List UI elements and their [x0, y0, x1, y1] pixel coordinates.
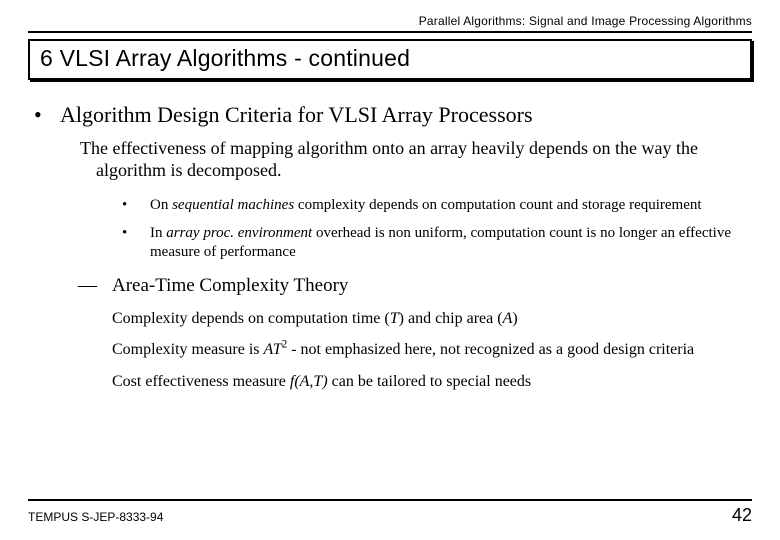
subsection-heading: — Area-Time Complexity Theory	[78, 275, 746, 297]
footer-left: TEMPUS S-JEP-8333-94	[28, 510, 163, 524]
body-paragraph: Cost effectiveness measure f(A,T) can be…	[112, 372, 746, 392]
slide-title: 6 VLSI Array Algorithms - continued	[28, 39, 752, 80]
sub-bullet-list: • On sequential machines complexity depe…	[122, 196, 746, 261]
heading-level-1: • Algorithm Design Criteria for VLSI Arr…	[34, 102, 746, 128]
sub-bullet-text: On sequential machines complexity depend…	[150, 196, 702, 214]
body-paragraph: Complexity measure is AT2 - not emphasiz…	[112, 340, 746, 360]
bullet-icon: •	[122, 224, 150, 261]
bullet-icon: •	[122, 196, 150, 214]
bullet-icon: •	[34, 102, 60, 128]
content-area: • Algorithm Design Criteria for VLSI Arr…	[28, 102, 752, 391]
dash-icon: —	[78, 275, 112, 297]
page-number: 42	[732, 505, 752, 526]
running-header: Parallel Algorithms: Signal and Image Pr…	[28, 14, 752, 33]
sub-bullet-item: • On sequential machines complexity depe…	[122, 196, 746, 214]
sub-bullet-item: • In array proc. environment overhead is…	[122, 224, 746, 261]
heading-text: Algorithm Design Criteria for VLSI Array…	[60, 102, 533, 128]
intro-paragraph: The effectiveness of mapping algorithm o…	[80, 138, 746, 182]
footer: TEMPUS S-JEP-8333-94 42	[28, 499, 752, 526]
sub-bullet-text: In array proc. environment overhead is n…	[150, 224, 746, 261]
subsection-text: Area-Time Complexity Theory	[112, 275, 348, 297]
body-paragraph: Complexity depends on computation time (…	[112, 309, 746, 329]
